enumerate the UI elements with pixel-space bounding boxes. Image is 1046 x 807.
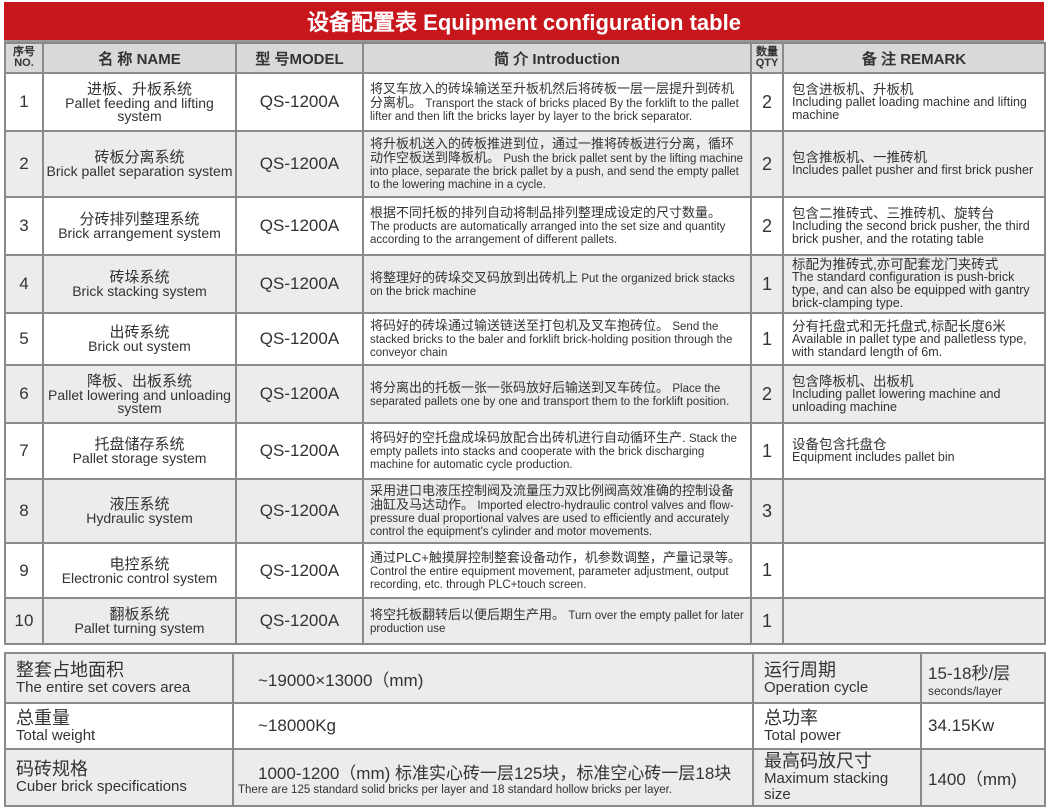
introduction: 将空托板翻转后以便后期生产用。 Turn over the empty pall… bbox=[362, 597, 752, 645]
quantity: 2 bbox=[750, 72, 784, 132]
introduction: 将码好的砖垛通过输送链送至打包机及叉车抱砖位。 Send the stacked… bbox=[362, 312, 752, 366]
row-number: 10 bbox=[4, 597, 44, 645]
remark bbox=[782, 478, 1046, 544]
table-row: 6 降板、出板系统 Pallet lowering and unloading s… bbox=[4, 364, 1046, 424]
equipment-name: 液压系统 Hydraulic system bbox=[42, 478, 237, 544]
quantity: 1 bbox=[750, 597, 784, 645]
header-intro: 简 介 Introduction bbox=[362, 42, 752, 74]
introduction: 根据不同托板的排列自动将制品排列整理成设定的尺寸数量。 The products… bbox=[362, 196, 752, 256]
remark bbox=[782, 597, 1046, 645]
remark: 分有托盘式和无托盘式,标配长度6米 Available in pallet typ… bbox=[782, 312, 1046, 366]
equipment-name: 出砖系统 Brick out system bbox=[42, 312, 237, 366]
table-row: 9 电控系统 Electronic control system QS-1200A… bbox=[4, 542, 1046, 599]
table-title: 设备配置表 Equipment configuration table bbox=[4, 2, 1044, 42]
quantity: 1 bbox=[750, 422, 784, 480]
remark: 设备包含托盘仓 Equipment includes pallet bin bbox=[782, 422, 1046, 480]
spec-label-2: 最高码放尺寸 Maximum stacking size bbox=[752, 748, 922, 807]
spec-label: 整套占地面积 The entire set covers area bbox=[4, 652, 234, 704]
quantity: 1 bbox=[750, 254, 784, 314]
equipment-name: 降板、出板系统 Pallet lowering and unloading sys… bbox=[42, 364, 237, 424]
introduction: 将码好的空托盘成垛码放配合出砖机进行自动循环生产. Stack the empt… bbox=[362, 422, 752, 480]
spec-row: 码砖规格 Cuber brick specifications 1000-1200… bbox=[4, 748, 1046, 807]
spec-value-2: 34.15Kw bbox=[920, 702, 1046, 750]
row-number: 4 bbox=[4, 254, 44, 314]
row-number: 6 bbox=[4, 364, 44, 424]
equipment-name: 分砖排列整理系统 Brick arrangement system bbox=[42, 196, 237, 256]
spec-value: ~18000Kg bbox=[232, 702, 754, 750]
header-qty: 数量 QTY bbox=[750, 42, 784, 74]
specs-table: 整套占地面积 The entire set covers area ~19000×… bbox=[4, 652, 1046, 807]
model: QS-1200A bbox=[235, 542, 364, 599]
introduction: 将整理好的砖垛交叉码放到出砖机上 Put the organized brick… bbox=[362, 254, 752, 314]
quantity: 2 bbox=[750, 196, 784, 256]
spec-label-2: 总功率 Total power bbox=[752, 702, 922, 750]
table-row: 8 液压系统 Hydraulic system QS-1200A 采用进口电液压控… bbox=[4, 478, 1046, 544]
introduction: 将升板机送入的砖板推进到位，通过一推将砖板进行分离，循环动作空板送到降板机。 P… bbox=[362, 130, 752, 198]
model: QS-1200A bbox=[235, 72, 364, 132]
table-row: 3 分砖排列整理系统 Brick arrangement system QS-12… bbox=[4, 196, 1046, 256]
introduction: 将分离出的托板一张一张码放好后输送到叉车砖位。 Place the separa… bbox=[362, 364, 752, 424]
introduction: 将叉车放入的砖垛输送至升板机然后将砖板一层一层提升到砖机分离机。 Transpo… bbox=[362, 72, 752, 132]
header-remark: 备 注 REMARK bbox=[782, 42, 1046, 74]
remark bbox=[782, 542, 1046, 599]
spec-row: 总重量 Total weight ~18000Kg 总功率 Total power … bbox=[4, 702, 1046, 750]
spec-value: ~19000×13000（mm) bbox=[232, 652, 754, 704]
remark: 包含推板机、一推砖机 Includes pallet pusher and fir… bbox=[782, 130, 1046, 198]
row-number: 1 bbox=[4, 72, 44, 132]
quantity: 2 bbox=[750, 364, 784, 424]
table-row: 1 进板、升板系统 Pallet feeding and lifting syst… bbox=[4, 72, 1046, 132]
model: QS-1200A bbox=[235, 597, 364, 645]
remark: 包含进板机、升板机 Including pallet loading machin… bbox=[782, 72, 1046, 132]
row-number: 7 bbox=[4, 422, 44, 480]
remark: 包含二推砖式、三推砖机、旋转台 Including the second bric… bbox=[782, 196, 1046, 256]
table-row: 4 砖垛系统 Brick stacking system QS-1200A 将整理… bbox=[4, 254, 1046, 314]
model: QS-1200A bbox=[235, 422, 364, 480]
model: QS-1200A bbox=[235, 254, 364, 314]
remark: 标配为推砖式,亦可配套龙门夹砖式 The standard configurati… bbox=[782, 254, 1046, 314]
spec-label-2: 运行周期 Operation cycle bbox=[752, 652, 922, 704]
equipment-name: 电控系统 Electronic control system bbox=[42, 542, 237, 599]
table-row: 5 出砖系统 Brick out system QS-1200A 将码好的砖垛通过… bbox=[4, 312, 1046, 366]
equipment-name: 砖板分离系统 Brick pallet separation system bbox=[42, 130, 237, 198]
header-no: 序号 NO. bbox=[4, 42, 44, 74]
quantity: 1 bbox=[750, 542, 784, 599]
spec-label: 码砖规格 Cuber brick specifications bbox=[4, 748, 234, 807]
introduction: 通过PLC+触摸屏控制整套设备动作，机参数调整，产量记录等。 Control t… bbox=[362, 542, 752, 599]
header-name: 名 称 NAME bbox=[42, 42, 237, 74]
table-row: 10 翻板系统 Pallet turning system QS-1200A 将空… bbox=[4, 597, 1046, 645]
spec-value-2: 15-18秒/层 seconds/layer bbox=[920, 652, 1046, 704]
header-row: 序号 NO. 名 称 NAME 型 号MODEL 简 介 Introduction… bbox=[4, 42, 1046, 74]
remark: 包含降板机、出板机 Including pallet lowering machi… bbox=[782, 364, 1046, 424]
equipment-name: 进板、升板系统 Pallet feeding and lifting system bbox=[42, 72, 237, 132]
model: QS-1200A bbox=[235, 478, 364, 544]
spec-label: 总重量 Total weight bbox=[4, 702, 234, 750]
spec-value-2: 1400（mm) bbox=[920, 748, 1046, 807]
model: QS-1200A bbox=[235, 130, 364, 198]
row-number: 2 bbox=[4, 130, 44, 198]
spec-row: 整套占地面积 The entire set covers area ~19000×… bbox=[4, 652, 1046, 704]
row-number: 8 bbox=[4, 478, 44, 544]
table-row: 2 砖板分离系统 Brick pallet separation system Q… bbox=[4, 130, 1046, 198]
equipment-table: 序号 NO. 名 称 NAME 型 号MODEL 简 介 Introduction… bbox=[4, 42, 1046, 645]
quantity: 3 bbox=[750, 478, 784, 544]
model: QS-1200A bbox=[235, 312, 364, 366]
quantity: 1 bbox=[750, 312, 784, 366]
row-number: 3 bbox=[4, 196, 44, 256]
header-model: 型 号MODEL bbox=[235, 42, 364, 74]
equipment-name: 砖垛系统 Brick stacking system bbox=[42, 254, 237, 314]
equipment-name: 翻板系统 Pallet turning system bbox=[42, 597, 237, 645]
model: QS-1200A bbox=[235, 364, 364, 424]
quantity: 2 bbox=[750, 130, 784, 198]
model: QS-1200A bbox=[235, 196, 364, 256]
table-row: 7 托盘储存系统 Pallet storage system QS-1200A 将… bbox=[4, 422, 1046, 480]
introduction: 采用进口电液压控制阀及流量压力双比例阀高效准确的控制设备油缸及马达动作。 Imp… bbox=[362, 478, 752, 544]
equipment-name: 托盘储存系统 Pallet storage system bbox=[42, 422, 237, 480]
row-number: 5 bbox=[4, 312, 44, 366]
row-number: 9 bbox=[4, 542, 44, 599]
spec-value: 1000-1200（mm) 标准实心砖一层125块，标准空心砖一层18块 Ther… bbox=[232, 748, 754, 807]
